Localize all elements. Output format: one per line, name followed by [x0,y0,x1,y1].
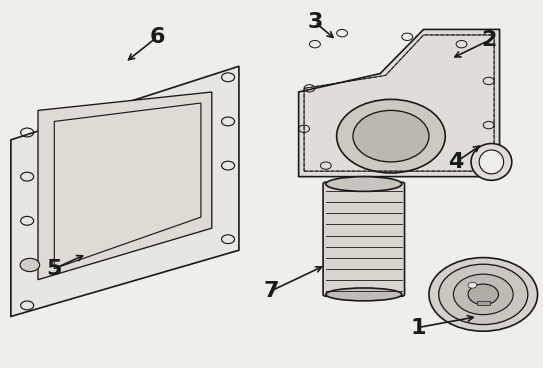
Circle shape [453,274,513,315]
Circle shape [439,264,528,325]
Text: 4: 4 [449,152,464,172]
Circle shape [20,258,40,272]
Circle shape [468,282,477,288]
Polygon shape [11,66,239,316]
Polygon shape [38,92,212,280]
Circle shape [429,258,538,331]
Text: 3: 3 [307,12,323,32]
FancyBboxPatch shape [323,182,405,296]
Circle shape [337,99,445,173]
Ellipse shape [326,288,402,301]
Ellipse shape [479,150,504,174]
Ellipse shape [471,144,512,180]
Text: 6: 6 [150,27,165,47]
Text: 2: 2 [481,31,496,50]
Text: 7: 7 [264,281,279,301]
Ellipse shape [326,177,402,191]
Polygon shape [299,29,500,177]
FancyBboxPatch shape [477,301,490,305]
Circle shape [468,284,498,305]
Circle shape [353,110,429,162]
Text: 1: 1 [411,318,426,337]
Text: 5: 5 [47,259,62,279]
